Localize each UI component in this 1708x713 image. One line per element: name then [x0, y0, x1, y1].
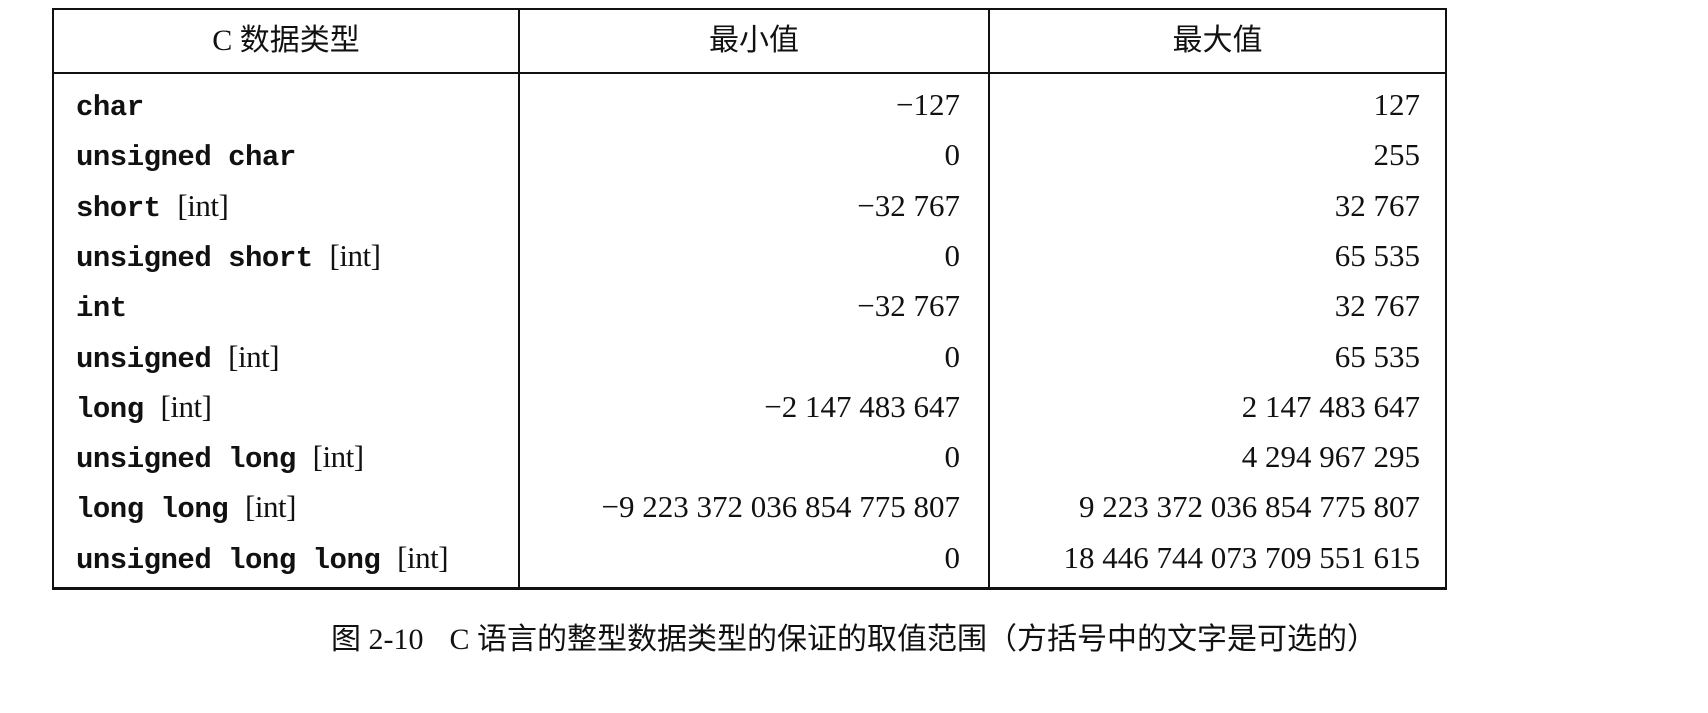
header-max-value: 最大值 — [1172, 24, 1263, 57]
data-type-cell: char — [76, 80, 144, 130]
table-row: unsigned long long [int] 0 18 446 744 073 … — [54, 533, 1445, 583]
min-value-cell: 0 — [944, 137, 961, 173]
data-type-cell: short [int] — [76, 181, 229, 231]
type-name: unsigned char — [76, 141, 296, 175]
optional-part: [int] — [329, 237, 381, 273]
max-value-cell: 9 223 372 036 854 775 807 — [1079, 489, 1420, 525]
data-type-cell: unsigned [int] — [76, 332, 280, 382]
header-c-data-type: C 数据类型 — [212, 24, 360, 57]
type-name: int — [76, 292, 127, 326]
max-value-cell: 32 767 — [1334, 288, 1420, 324]
max-value-cell: 4 294 967 295 — [1241, 439, 1420, 475]
max-value-cell: 2 147 483 647 — [1241, 388, 1420, 424]
data-type-cell: int — [76, 281, 127, 331]
table-row: unsigned char 0 255 — [54, 130, 1445, 180]
max-value-cell: 65 535 — [1334, 237, 1420, 273]
type-name: long — [76, 392, 144, 426]
type-name: unsigned short — [76, 241, 313, 275]
data-type-cell: unsigned short [int] — [76, 231, 381, 281]
figure-caption: 图 2-10 C 语言的整型数据类型的保证的取值范围（方括号中的文字是可选的） — [0, 618, 1708, 662]
max-value-cell: 18 446 744 073 709 551 615 — [1063, 539, 1421, 575]
table-row: long long [int] −9 223 372 036 854 775 80… — [54, 482, 1445, 532]
min-value-cell: −127 — [896, 87, 960, 122]
min-value-cell: 0 — [944, 439, 961, 475]
min-value-cell: 0 — [944, 237, 961, 273]
type-name: unsigned long — [76, 443, 296, 477]
optional-part: [int] — [177, 187, 229, 223]
data-type-cell: unsigned long [int] — [76, 432, 364, 482]
table-row: unsigned short [int] 0 65 535 — [54, 231, 1445, 281]
table-row: unsigned [int] 0 65 535 — [54, 332, 1445, 382]
header-divider — [54, 72, 1445, 74]
table-row: char −127 127 — [54, 80, 1445, 130]
optional-part: [int] — [228, 338, 280, 374]
type-name: unsigned — [76, 342, 212, 376]
data-type-cell: unsigned long long [int] — [76, 533, 449, 583]
optional-part: [int] — [312, 439, 364, 475]
optional-part: [int] — [245, 489, 296, 525]
min-value-cell: −32 767 — [857, 288, 960, 324]
optional-part: [int] — [397, 539, 449, 575]
data-type-cell: unsigned char — [76, 130, 296, 180]
figure-number: 图 2-10 — [330, 623, 424, 656]
type-name: char — [76, 91, 144, 124]
max-value-cell: 65 535 — [1334, 338, 1420, 374]
max-value-cell: 127 — [1373, 87, 1421, 122]
type-name: unsigned long long — [76, 543, 381, 577]
table-row: unsigned long [int] 0 4 294 967 295 — [54, 432, 1445, 482]
min-value-cell: 0 — [944, 539, 961, 575]
table-row: long [int] −2 147 483 647 2 147 483 647 — [54, 382, 1445, 432]
type-name: short — [76, 191, 161, 225]
table-row: short [int] −32 767 32 767 — [54, 181, 1445, 231]
max-value-cell: 255 — [1373, 137, 1421, 173]
header-min-value: 最小值 — [709, 24, 799, 57]
caption-text: C 语言的整型数据类型的保证的取值范围（方括号中的文字是可选的） — [449, 623, 1377, 656]
data-type-cell: long long [int] — [76, 482, 296, 532]
column-divider — [988, 10, 990, 587]
min-value-cell: −32 767 — [857, 187, 960, 223]
min-value-cell: 0 — [944, 338, 961, 374]
data-type-cell: long [int] — [76, 382, 212, 432]
min-value-cell: −9 223 372 036 854 775 807 — [601, 489, 960, 525]
max-value-cell: 32 767 — [1334, 187, 1420, 223]
min-value-cell: −2 147 483 647 — [764, 388, 960, 424]
type-name: long long — [76, 493, 229, 527]
optional-part: [int] — [160, 388, 212, 424]
table-row: int −32 767 32 767 — [54, 281, 1445, 331]
column-divider — [518, 10, 520, 587]
integer-range-table: C 数据类型 最小值 最大值 char −127 127 unsigned char… — [52, 8, 1447, 590]
